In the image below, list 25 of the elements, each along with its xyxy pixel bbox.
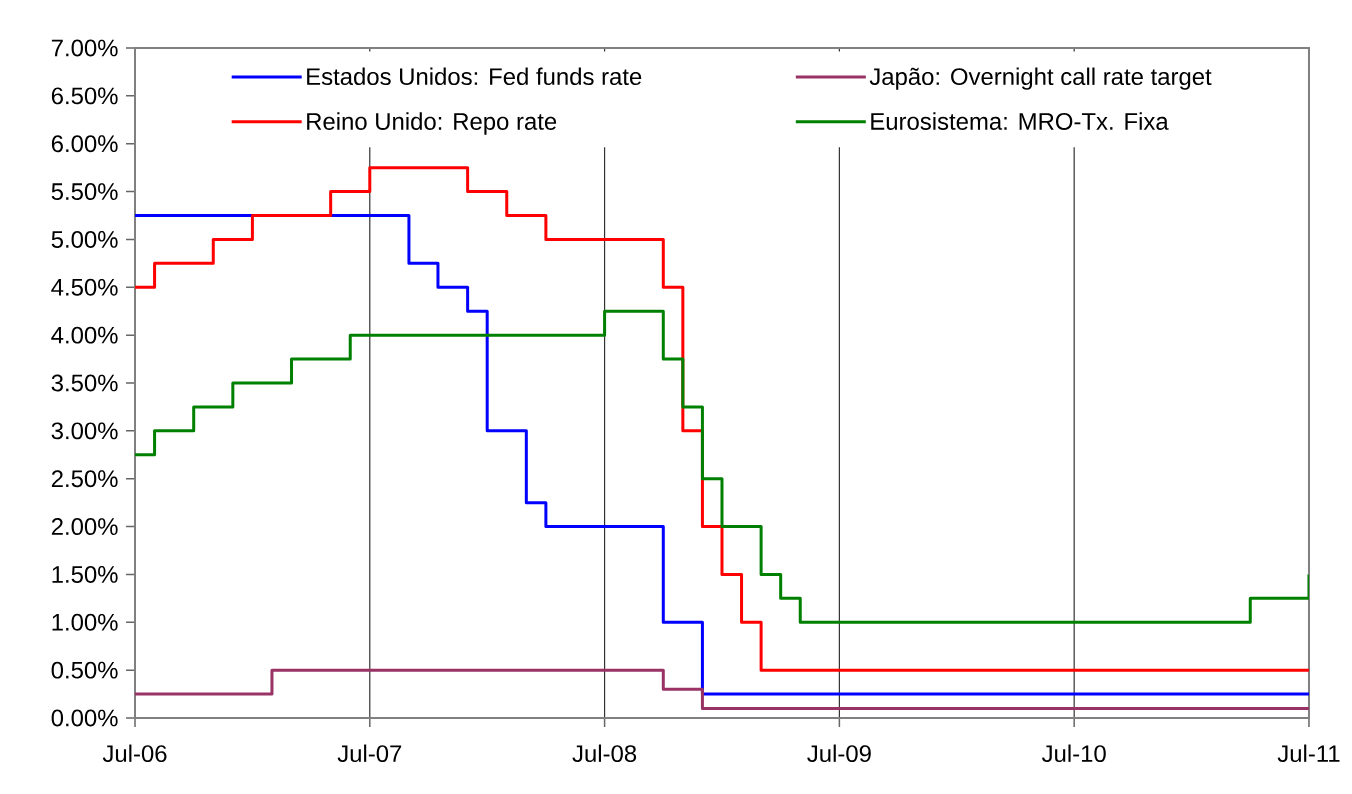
x-tick-label: Jul-10 (1041, 744, 1106, 763)
x-tick-label: Jul-06 (102, 744, 167, 763)
y-tick-label: 3.00% (51, 422, 118, 440)
y-tick-label: 2.50% (51, 470, 118, 488)
y-tick-label: 6.00% (51, 135, 118, 153)
y-tick-label: 5.00% (51, 230, 118, 248)
legend-label: Reino Unido: Repo rate (307, 112, 557, 135)
y-tick-label: 0.00% (51, 709, 118, 727)
y-tick-label: 2.00% (51, 518, 118, 536)
legend-label: Eurosistema: MRO-Tx. Fixa (871, 112, 1169, 130)
y-tick-label: 6.50% (51, 87, 118, 105)
legend-label: Japão: Overnight call rate target (869, 67, 1212, 90)
x-tick-label: Jul-08 (572, 744, 637, 763)
y-tick-label: 4.50% (51, 278, 118, 296)
y-tick-label: 1.00% (52, 613, 118, 631)
x-tick-label: Jul-09 (807, 744, 871, 763)
y-tick-label: 3.50% (51, 374, 118, 392)
y-tick-label: 5.50% (51, 183, 118, 201)
y-tick-label: 4.00% (51, 326, 118, 344)
y-tick-label: 7.00% (51, 39, 118, 57)
x-tick-label: Jul-11 (1277, 744, 1340, 763)
y-tick-label: 0.50% (51, 661, 118, 679)
x-tick-label: Jul-07 (337, 744, 402, 763)
y-tick-label: 1.50% (52, 565, 118, 583)
legend-label: Estados Unidos: Fed funds rate (307, 67, 642, 86)
